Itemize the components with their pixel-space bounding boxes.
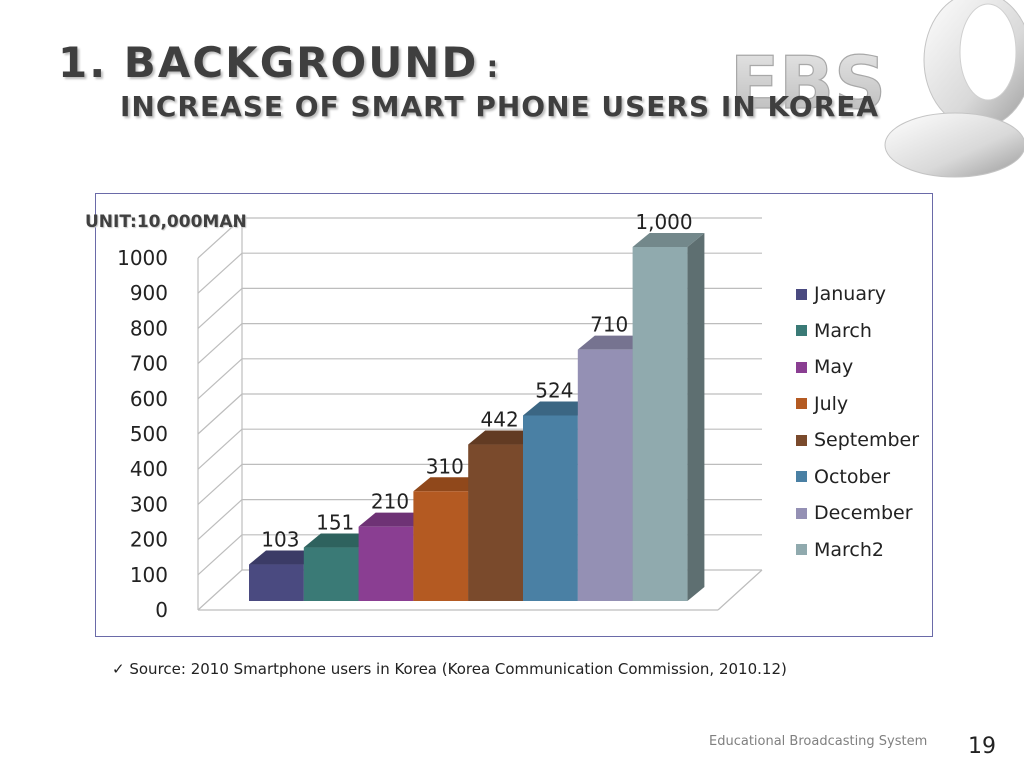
bar xyxy=(468,444,523,601)
legend-swatch xyxy=(796,471,807,483)
floor-right-edge xyxy=(717,569,763,611)
page-number: 19 xyxy=(968,734,996,759)
bar-top xyxy=(468,430,540,445)
bar xyxy=(577,349,633,601)
bar-top xyxy=(303,533,376,548)
y-tick-label: 0 xyxy=(155,598,168,622)
page-subtitle: INCREASE OF SMART PHONE USERS IN KOREA xyxy=(120,90,880,123)
legend-item: July xyxy=(796,386,919,423)
bar-side xyxy=(687,233,705,601)
legend-item: October xyxy=(796,459,919,496)
gridline-diagonal xyxy=(197,358,243,400)
bar xyxy=(249,564,304,601)
y-tick-label: 700 xyxy=(130,352,168,376)
footer-text: Educational Broadcasting System xyxy=(709,734,928,749)
chart-frame xyxy=(95,193,933,637)
gridline-diagonal xyxy=(197,287,243,329)
legend-swatch xyxy=(796,288,807,300)
gridline-diagonal xyxy=(197,534,243,576)
ebs-logo: EBS xyxy=(729,0,1024,178)
data-label: 710 xyxy=(590,313,628,337)
y-tick-label: 900 xyxy=(130,281,168,305)
data-label: 210 xyxy=(371,490,409,514)
bar xyxy=(523,415,578,601)
legend-swatch xyxy=(796,398,807,410)
y-tick-label: 200 xyxy=(130,528,168,552)
y-tick-label: 300 xyxy=(130,492,168,516)
bar xyxy=(358,526,414,601)
data-label: 1,000 xyxy=(635,210,692,234)
bar-top xyxy=(249,550,321,565)
y-tick-label: 500 xyxy=(130,422,168,446)
legend-item: September xyxy=(796,422,919,459)
unit-label: UNIT:10,000MAN xyxy=(85,212,247,232)
bar xyxy=(303,547,359,601)
bar-top xyxy=(413,477,486,492)
y-tick-label: 400 xyxy=(130,457,168,481)
legend-label: March xyxy=(814,319,872,342)
title-main: 1. BACKGROUND xyxy=(58,38,479,87)
legend-label: October xyxy=(814,465,891,488)
bar-top xyxy=(358,512,431,527)
page-title: 1. BACKGROUND: xyxy=(58,38,500,87)
gridline-diagonal xyxy=(197,323,243,365)
y-tick-label: 100 xyxy=(130,563,168,587)
gridline-diagonal xyxy=(197,252,243,294)
gridline-diagonal xyxy=(197,217,243,259)
data-label: 151 xyxy=(316,511,354,535)
y-tick-label: 800 xyxy=(130,316,168,340)
legend-label: May xyxy=(814,356,854,379)
bar xyxy=(632,247,688,601)
legend-item: January xyxy=(796,276,919,313)
legend-label: January xyxy=(814,283,887,306)
legend-item: May xyxy=(796,349,919,386)
source-text: Source: 2010 Smartphone users in Korea (… xyxy=(129,660,787,678)
source-note: ✓ Source: 2010 Smartphone users in Korea… xyxy=(112,660,787,678)
gridline-diagonal xyxy=(197,569,243,611)
y-tick-label: 600 xyxy=(130,387,168,411)
logo-text: EBS xyxy=(730,41,886,125)
legend-swatch xyxy=(796,325,807,337)
legend-label: December xyxy=(814,502,913,525)
legend-item: March xyxy=(796,313,919,350)
legend-label: July xyxy=(814,392,849,415)
bar-top xyxy=(632,233,705,247)
bar-top xyxy=(577,335,650,350)
legend-swatch xyxy=(796,544,807,556)
gridline-diagonal xyxy=(197,499,243,541)
bar-top xyxy=(523,401,595,416)
data-label: 442 xyxy=(481,408,519,432)
gridline-diagonal xyxy=(197,393,243,435)
data-label: 310 xyxy=(426,454,464,478)
bar xyxy=(413,491,469,601)
data-label: 103 xyxy=(261,528,299,552)
legend-label: September xyxy=(814,429,920,452)
chart-legend: January March May July September October Decem… xyxy=(796,276,919,568)
gridline-diagonal xyxy=(197,428,243,470)
y-tick-label: 1000 xyxy=(117,246,168,270)
legend-label: March2 xyxy=(814,538,885,561)
legend-swatch xyxy=(796,434,807,446)
legend-item: December xyxy=(796,495,919,532)
legend-swatch xyxy=(796,361,807,373)
legend-item: March2 xyxy=(796,532,919,569)
title-colon: : xyxy=(486,50,501,85)
check-icon: ✓ xyxy=(112,660,125,678)
legend-swatch xyxy=(796,507,807,519)
gridline-diagonal xyxy=(197,463,243,505)
data-label: 524 xyxy=(535,379,573,403)
